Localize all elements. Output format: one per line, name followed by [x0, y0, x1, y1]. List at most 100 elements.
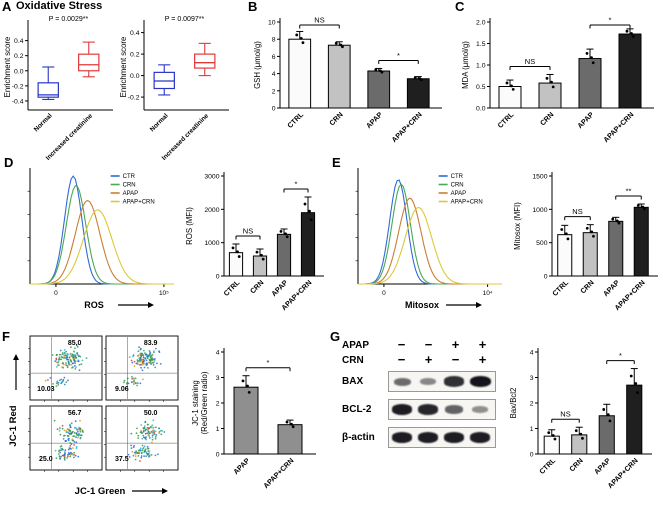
blot-protein-name: BCL-2: [342, 404, 372, 415]
svg-text:1: 1: [216, 426, 220, 433]
svg-text:2: 2: [216, 401, 220, 408]
bar: [233, 386, 259, 455]
y-axis-label: JC-1 staining: [191, 380, 200, 426]
x-tick-label: 0: [382, 290, 386, 297]
box: [78, 53, 100, 72]
blot-strip: [388, 427, 496, 448]
x-category-label: APAP+CRN: [601, 110, 635, 144]
chart-panel-B: 0 2 4 6 8 10 GSH (μmol/g) CTRL CRN APAP APAP+CRN NS…: [253, 16, 442, 144]
x-axis-label: JC-1 Green: [75, 486, 126, 497]
bar: [406, 78, 430, 109]
bar: [633, 206, 649, 277]
svg-text:0.0: 0.0: [130, 73, 140, 80]
bar: [608, 220, 624, 277]
blot-sign: −: [397, 337, 406, 352]
svg-text:0.2: 0.2: [14, 53, 24, 60]
svg-text:0.2: 0.2: [130, 52, 140, 59]
blot-band: [445, 405, 463, 414]
blot-protein-row: BCL-2: [342, 396, 500, 423]
quadrant-plot: [105, 335, 179, 401]
flow-histogram-ros: 0 10⁵ CTR CRN APAP APAP+CRN ROS: [27, 168, 174, 310]
svg-text:10: 10: [268, 20, 276, 27]
histogram-curve: [30, 175, 174, 285]
x-category-label: CRN: [538, 110, 555, 127]
bar: [277, 424, 303, 455]
x-category-label: APAP+CRN: [261, 456, 295, 490]
blot-band: [469, 376, 491, 387]
blot-sign: +: [478, 352, 487, 367]
legend-label: APAP: [123, 191, 139, 197]
blot-lane: [467, 432, 493, 443]
svg-text:-0.4: -0.4: [12, 98, 24, 105]
bar: [626, 384, 643, 455]
x-axis-label: Mitosox: [405, 300, 439, 310]
blot-band: [417, 432, 439, 443]
svg-text:2: 2: [530, 401, 534, 408]
legend-label: APAP: [451, 191, 467, 197]
blot-protein-name: β-actin: [342, 432, 375, 443]
bar-chart-mda: 0.0 0.5 1.0 1.5 2.0 MDA (μmol/g) CTRL CRN APAP AP…: [461, 16, 654, 144]
blot-protein-row: BAX: [342, 368, 500, 395]
bar: [557, 234, 573, 277]
legend-label: CTR: [123, 174, 136, 180]
panel-c-label: C: [455, 0, 465, 14]
quadrant-plot: [29, 405, 103, 471]
y-axis-label: (Red/Green radio): [200, 371, 209, 434]
svg-text:6: 6: [272, 54, 276, 61]
svg-text:8: 8: [272, 37, 276, 44]
panel-g-label: G: [330, 329, 341, 344]
significance-label: NS: [572, 207, 582, 216]
bar: [228, 252, 244, 277]
significance-label: NS: [525, 57, 535, 66]
blot-sign: −: [451, 352, 460, 367]
bar-chart-jc1-ratio: 0 1 2 3 4 JC-1 staining (Red/Green radio) APAP A…: [191, 348, 316, 490]
y-axis-label: Mitosox (MFI): [513, 202, 522, 250]
blot-band: [391, 404, 413, 415]
svg-text:2.0: 2.0: [476, 20, 486, 27]
blot-lane: [467, 376, 493, 387]
svg-text:1: 1: [530, 426, 534, 433]
x-tick-label: 0: [54, 290, 58, 297]
bar: [300, 212, 316, 277]
blot-sign: −: [397, 352, 406, 367]
svg-text:500: 500: [536, 240, 548, 247]
bar: [498, 86, 522, 109]
panel-b-label: B: [248, 0, 258, 14]
legend-label: CTR: [451, 174, 464, 180]
bar-chart-gsh: 0 2 4 6 8 10 GSH (μmol/g) CTRL CRN APAP APAP+CRN NS…: [253, 16, 442, 144]
svg-text:2000: 2000: [204, 207, 219, 214]
blot-header-row: CRN − + − +: [342, 353, 500, 367]
flow-histogram: 0 10⁴ CTR CRN APAP APAP+CRN Mitosox: [355, 168, 502, 310]
x-category-label: APAP: [364, 110, 384, 130]
blot-lane: [415, 377, 441, 386]
x-category-label: CTRL: [285, 110, 305, 130]
y-axis-label: Enrichment score: [3, 37, 12, 98]
blot-lane: [415, 404, 441, 415]
svg-text:1000: 1000: [532, 207, 547, 214]
bar: [618, 33, 642, 109]
gate-percentage-upper: 83.9: [144, 340, 158, 347]
svg-text:0: 0: [272, 106, 276, 113]
x-category-label: CTRL: [537, 456, 557, 476]
panel-d-label: D: [4, 155, 14, 170]
gate-percentage-lower: 10.03: [37, 386, 55, 393]
y-axis-label: MDA (μmol/g): [461, 41, 470, 89]
blot-strip: [388, 399, 496, 420]
x-category-label: CTRL: [495, 110, 515, 130]
x-tick-label: 10⁵: [159, 290, 169, 297]
svg-text:3: 3: [216, 375, 220, 382]
y-axis-label: JC-1 Red: [8, 405, 19, 446]
svg-text:4: 4: [272, 71, 276, 78]
y-axis-label: ROS (MFI): [185, 207, 194, 245]
svg-text:1000: 1000: [204, 240, 219, 247]
blot-lane: [389, 377, 415, 386]
gate-percentage-upper: 85.0: [68, 340, 82, 347]
blot-sign: +: [424, 352, 433, 367]
significance-label: *: [295, 180, 298, 189]
p-value-label: P = 0.0029**: [49, 16, 89, 23]
